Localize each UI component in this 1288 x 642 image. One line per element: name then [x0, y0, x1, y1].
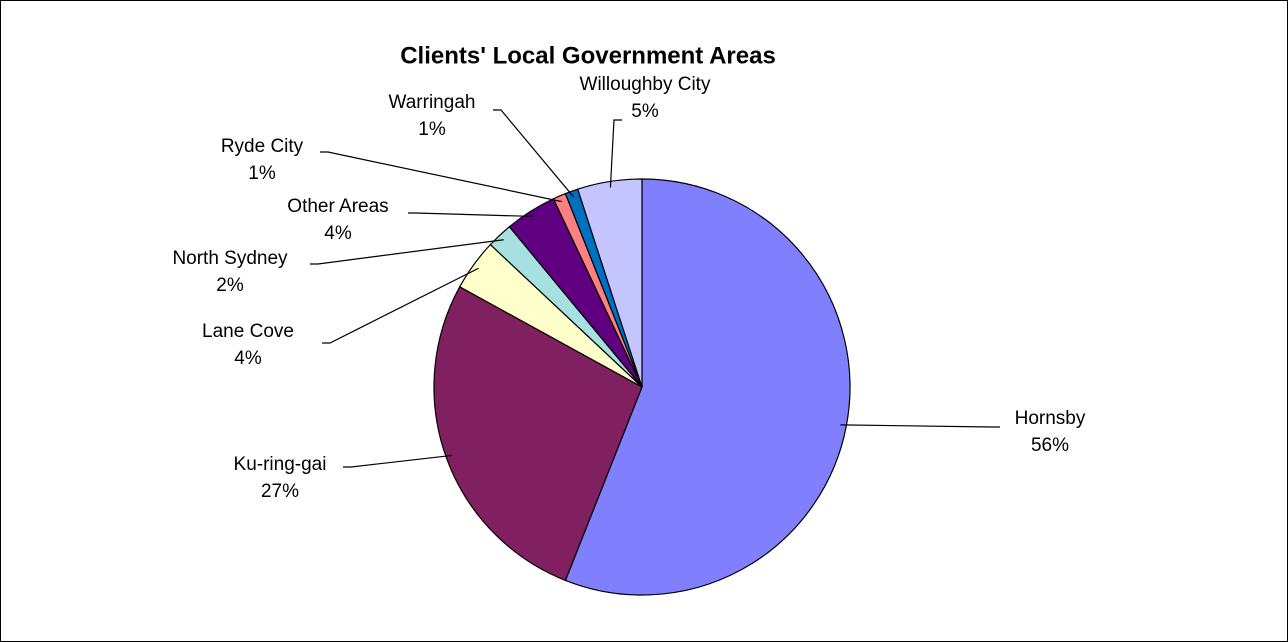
- slice-value-label: 4%: [234, 348, 262, 369]
- slice-label: North Sydney: [172, 248, 288, 269]
- slice-value-label: 56%: [1031, 435, 1069, 456]
- slice-label: Ku-ring-gai: [234, 454, 327, 475]
- slice-label: Warringah: [389, 92, 476, 113]
- leader-line: [343, 454, 453, 468]
- leader-line: [320, 151, 562, 203]
- slice-label: Lane Cove: [202, 321, 294, 342]
- slice-value-label: 5%: [631, 101, 659, 122]
- slice-label: Willoughby City: [580, 74, 711, 95]
- slice-label: Ryde City: [221, 136, 304, 157]
- chart-title: Clients' Local Government Areas: [400, 42, 776, 69]
- slice-value-label: 1%: [248, 163, 276, 184]
- slice-value-label: 4%: [324, 223, 352, 244]
- leader-line: [609, 119, 622, 188]
- slice-label: Hornsby: [1015, 408, 1086, 429]
- slice-value-label: 2%: [216, 275, 244, 296]
- leader-line: [840, 424, 1000, 428]
- slice-label: Other Areas: [287, 196, 388, 217]
- pie-slice: [433, 285, 643, 582]
- leader-line: [322, 267, 479, 344]
- leader-line: [493, 109, 575, 198]
- slice-value-label: 27%: [261, 481, 299, 502]
- pie-slice: [564, 178, 851, 596]
- leader-line: [408, 212, 534, 218]
- slice-value-label: 1%: [418, 119, 446, 140]
- leader-line: [310, 239, 504, 265]
- pie-slice: [576, 178, 643, 388]
